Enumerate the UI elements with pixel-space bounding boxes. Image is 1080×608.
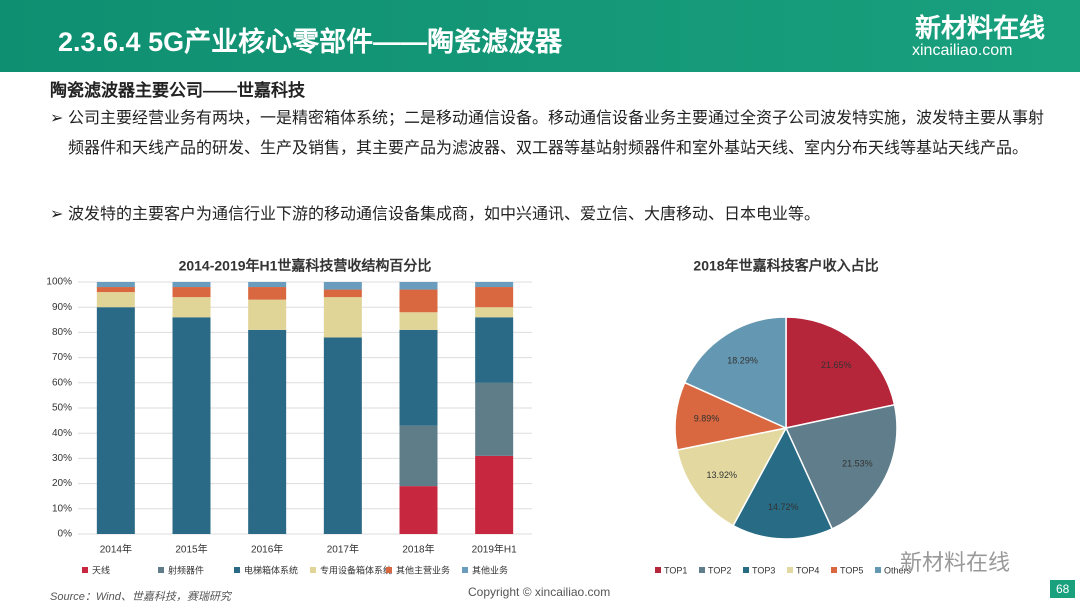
bar-segment — [399, 289, 438, 313]
legend-label: 天线 — [92, 564, 110, 575]
pie-slice — [784, 403, 898, 530]
bullet: 波发特的主要客户为通信行业下游的移动通信设备集成商，如中兴通讯、爱立信、大唐移动… — [50, 200, 1058, 230]
bullet: 公司主要经营业务有两块，一是精密箱体系统；二是移动通信设备。移动通信设备业务主要… — [50, 104, 1058, 164]
legend-swatch — [82, 567, 88, 573]
slide-title: 2.3.6.4 5G产业核心零部件——陶瓷滤波器 — [58, 27, 563, 57]
bar-segment — [248, 287, 287, 300]
legend-swatch — [655, 567, 661, 573]
bar-segment — [323, 337, 362, 534]
bar-segment — [399, 486, 438, 534]
bar-segment — [475, 282, 514, 288]
pie-slice — [785, 316, 896, 429]
bar-segment — [96, 292, 135, 308]
logo-url: xincailiao.com — [912, 42, 1013, 59]
x-tick-label: 2014年 — [100, 543, 132, 556]
x-tick-label: 2016年 — [251, 543, 283, 556]
y-tick-label: 90% — [52, 302, 72, 313]
y-tick-label: 20% — [52, 478, 72, 489]
bar-segment — [475, 287, 514, 308]
bar-segment — [323, 297, 362, 338]
bar-segment — [172, 282, 211, 288]
legend-label: 其他业务 — [472, 564, 508, 575]
bar-segment — [96, 282, 135, 288]
legend-label: 电梯箱体系统 — [244, 564, 298, 575]
bar-segment — [323, 282, 362, 290]
legend-label: TOP5 — [840, 565, 863, 575]
bar-segment — [172, 287, 211, 298]
bar-segment — [96, 307, 135, 534]
y-tick-label: 80% — [52, 327, 72, 338]
legend-label: TOP4 — [796, 565, 819, 575]
bar-segment — [399, 282, 438, 290]
data-label: 21.65% — [821, 360, 852, 370]
legend-swatch — [699, 567, 705, 573]
legend-label: 射频器件 — [168, 564, 204, 575]
data-label: 18.29% — [727, 355, 758, 365]
legend-label: 专用设备箱体系统 — [320, 564, 392, 575]
bar-segment — [475, 307, 514, 318]
legend-swatch — [831, 567, 837, 573]
y-tick-label: 100% — [46, 277, 72, 288]
y-tick-label: 0% — [58, 529, 73, 540]
y-tick-label: 30% — [52, 453, 72, 464]
wechat-mark: 新材料在线 — [900, 550, 1011, 575]
bar-segment — [172, 317, 211, 534]
bar-segment — [475, 317, 514, 383]
legend-label: TOP1 — [664, 565, 687, 575]
y-tick-label: 40% — [52, 428, 72, 439]
bar-segment — [96, 287, 135, 293]
bar-segment — [475, 455, 514, 534]
bar-segment — [323, 289, 362, 298]
pie-slice — [676, 426, 788, 527]
legend-label: Others — [884, 565, 912, 575]
legend-swatch — [743, 567, 749, 573]
legend-swatch — [158, 567, 164, 573]
legend-swatch — [386, 567, 392, 573]
y-tick-label: 50% — [52, 403, 72, 414]
bar-segment — [399, 329, 438, 426]
x-tick-label: 2017年 — [327, 543, 359, 556]
logo: 新材料在线 — [915, 13, 1046, 43]
x-tick-label: 2018年 — [402, 543, 434, 556]
copyright: Copyright © xincailiao.com — [468, 585, 611, 599]
y-tick-label: 10% — [52, 503, 72, 514]
x-tick-label: 2015年 — [175, 543, 207, 556]
legend-swatch — [234, 567, 240, 573]
legend-label: TOP2 — [708, 565, 731, 575]
bar-segment — [399, 425, 438, 487]
chart-title: 2018年世嘉科技客户收入占比 — [693, 258, 878, 274]
data-label: 21.53% — [842, 458, 873, 468]
legend-swatch — [787, 567, 793, 573]
bar-segment — [475, 382, 514, 456]
legend-swatch — [875, 567, 881, 573]
page-number: 68 — [1050, 580, 1076, 598]
x-tick-label: 2019年H1 — [472, 543, 517, 556]
bar-segment — [172, 297, 211, 318]
legend-label: 其他主营业务 — [396, 564, 450, 575]
data-label: 9.89% — [694, 414, 720, 424]
pie-slice — [683, 316, 787, 430]
chart-title: 2014-2019年H1世嘉科技营收结构百分比 — [179, 258, 432, 274]
source: Source：Wind、世嘉科技，赛瑞研究 — [50, 591, 231, 603]
subtitle: 陶瓷滤波器主要公司——世嘉科技 — [50, 81, 305, 100]
y-tick-label: 70% — [52, 352, 72, 363]
legend-label: TOP3 — [752, 565, 775, 575]
pie-slice — [732, 426, 834, 540]
header-bar — [0, 0, 1080, 72]
bar-segment — [248, 299, 287, 330]
bar-segment — [399, 312, 438, 330]
bar-segment — [248, 329, 287, 534]
y-tick-label: 60% — [52, 377, 72, 388]
legend-swatch — [310, 567, 316, 573]
data-label: 13.92% — [706, 470, 737, 480]
data-label: 14.72% — [768, 502, 799, 512]
legend-swatch — [462, 567, 468, 573]
bar-segment — [248, 282, 287, 288]
